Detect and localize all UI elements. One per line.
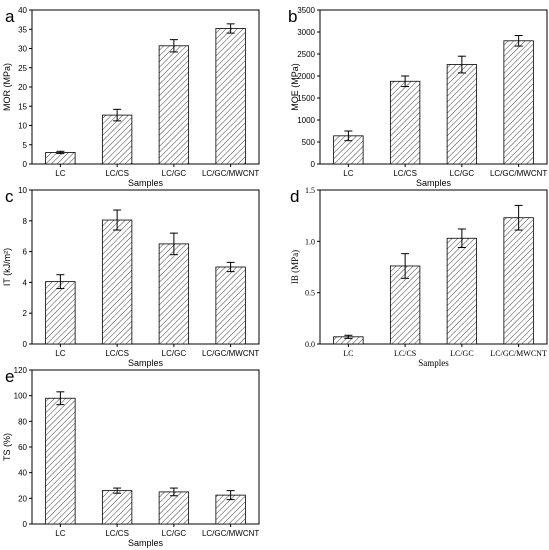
- y-tick-label: 40: [18, 6, 27, 15]
- bar-LC/CS: [101, 219, 133, 345]
- y-tick-label: 0: [311, 160, 316, 169]
- bar-LC/CS: [389, 80, 421, 165]
- bar-LC: [45, 152, 76, 165]
- y-tick-label: 30: [18, 45, 27, 54]
- x-tick-label: LC/GC: [450, 349, 474, 358]
- y-tick-label: 1.0: [305, 237, 315, 246]
- x-axis-title: Samples: [416, 178, 452, 188]
- y-axis-title: MOE (MPa): [290, 63, 300, 111]
- panel-label: b: [288, 7, 297, 26]
- x-tick-label: LC/CS: [393, 169, 417, 178]
- y-tick-label: 500: [302, 138, 316, 147]
- x-axis-title: Samples: [418, 358, 449, 368]
- y-tick-label: 80: [18, 417, 27, 426]
- y-tick-label: 2000: [297, 72, 315, 81]
- bar-LC/GC/MWCNT: [215, 28, 246, 165]
- y-tick-label: 20: [18, 494, 27, 503]
- y-tick-label: 4: [23, 278, 28, 287]
- panel-a: 0 5 10 15 20 25 30 35 40 LC LC/CS LC/GC LC/GC/MWCNT S…: [2, 6, 260, 188]
- bar-LC/GC: [158, 243, 190, 345]
- y-tick-label: 0: [23, 160, 28, 169]
- x-tick-label: LC/GC: [162, 529, 187, 538]
- y-tick-label: 25: [18, 64, 27, 73]
- panel-label: a: [5, 7, 15, 26]
- x-tick-label: LC/GC/MWCNT: [202, 169, 259, 178]
- x-tick-label: LC/GC: [450, 169, 475, 178]
- bar-LC/GC/MWCNT: [215, 266, 246, 345]
- plot-frame: [319, 189, 548, 345]
- y-tick-label: 40: [18, 469, 27, 478]
- x-tick-label: LC/GC/MWCNT: [490, 169, 547, 178]
- x-axis-title: Samples: [128, 538, 164, 548]
- plot-frame: [31, 189, 260, 345]
- bar-LC: [45, 397, 76, 525]
- x-tick-label: LC/GC/MWCNT: [490, 349, 547, 358]
- y-tick-label: 60: [18, 443, 27, 452]
- bar-LC: [45, 281, 76, 345]
- y-axis-title: IT (kJ/m²): [2, 248, 12, 286]
- x-tick-label: LC/CS: [394, 349, 416, 358]
- y-tick-label: 0: [23, 520, 28, 529]
- y-tick-label: 0.0: [305, 340, 315, 349]
- y-tick-label: 0: [23, 340, 28, 349]
- bar-LC/GC: [158, 45, 190, 165]
- y-tick-label: 15: [18, 102, 27, 111]
- y-tick-label: 20: [18, 83, 27, 92]
- x-tick-label: LC/GC: [162, 349, 187, 358]
- y-axis-title: TS (%): [2, 433, 12, 461]
- y-tick-label: 2: [23, 309, 28, 318]
- panel-label: e: [5, 367, 14, 386]
- bar-LC/GC: [158, 491, 190, 525]
- bar-LC/GC/MWCNT: [503, 217, 534, 345]
- y-tick-label: 1000: [297, 116, 315, 125]
- x-tick-label: LC/CS: [105, 349, 129, 358]
- y-tick-label: 5: [23, 141, 28, 150]
- panel-b: 0 500 1000 1500 2000 2500 3000 3500 LC LC/CS LC/GC…: [288, 6, 548, 188]
- y-tick-label: 10: [18, 186, 27, 195]
- y-tick-label: 35: [18, 25, 27, 34]
- x-tick-label: LC: [343, 169, 353, 178]
- y-tick-label: 10: [18, 122, 27, 131]
- x-tick-label: LC/GC: [162, 169, 187, 178]
- panel-e: 0 20 40 60 80 100 120 LC LC/CS LC/GC LC/GC/MWCNT Sa…: [2, 366, 260, 548]
- y-tick-label: 3000: [297, 28, 315, 37]
- panel-label: c: [5, 187, 14, 206]
- bar-LC/GC: [446, 64, 478, 165]
- y-tick-label: 0.5: [305, 289, 315, 298]
- x-tick-label: LC/CS: [105, 169, 129, 178]
- panel-label: d: [290, 187, 299, 206]
- panel-d: 0.0 0.5 1.0 1.5 LC LC/CS LC/GC LC/GC/MWCNT Sampl…: [290, 186, 548, 368]
- y-axis-title: MOR (MPa): [2, 63, 12, 111]
- bar-LC/CS: [101, 490, 133, 525]
- plot-frame: [319, 9, 548, 165]
- x-tick-label: LC: [55, 349, 65, 358]
- x-tick-label: LC/GC/MWCNT: [202, 349, 259, 358]
- y-tick-label: 3500: [297, 6, 315, 15]
- x-axis-title: Samples: [128, 178, 164, 188]
- x-tick-label: LC: [55, 529, 65, 538]
- bar-LC/CS: [101, 114, 133, 165]
- y-tick-label: 100: [14, 392, 28, 401]
- x-tick-label: LC/CS: [105, 529, 129, 538]
- bar-LC/GC/MWCNT: [503, 40, 534, 165]
- x-tick-label: LC: [55, 169, 65, 178]
- y-tick-label: 8: [23, 217, 28, 226]
- y-tick-label: 1.5: [305, 186, 315, 195]
- y-tick-label: 2500: [297, 50, 315, 59]
- panel-c: 0 2 4 6 8 10 LC LC/CS LC/GC LC/GC/MWCNT Samples IT …: [2, 186, 260, 368]
- x-tick-label: LC: [343, 349, 353, 358]
- y-axis-title: IB (MPa): [290, 250, 300, 284]
- y-tick-label: 6: [23, 248, 28, 257]
- x-tick-label: LC/GC/MWCNT: [202, 529, 259, 538]
- bar-LC/GC: [446, 237, 478, 345]
- y-tick-label: 120: [14, 366, 28, 375]
- x-axis-title: Samples: [128, 358, 164, 368]
- y-tick-label: 1500: [297, 94, 315, 103]
